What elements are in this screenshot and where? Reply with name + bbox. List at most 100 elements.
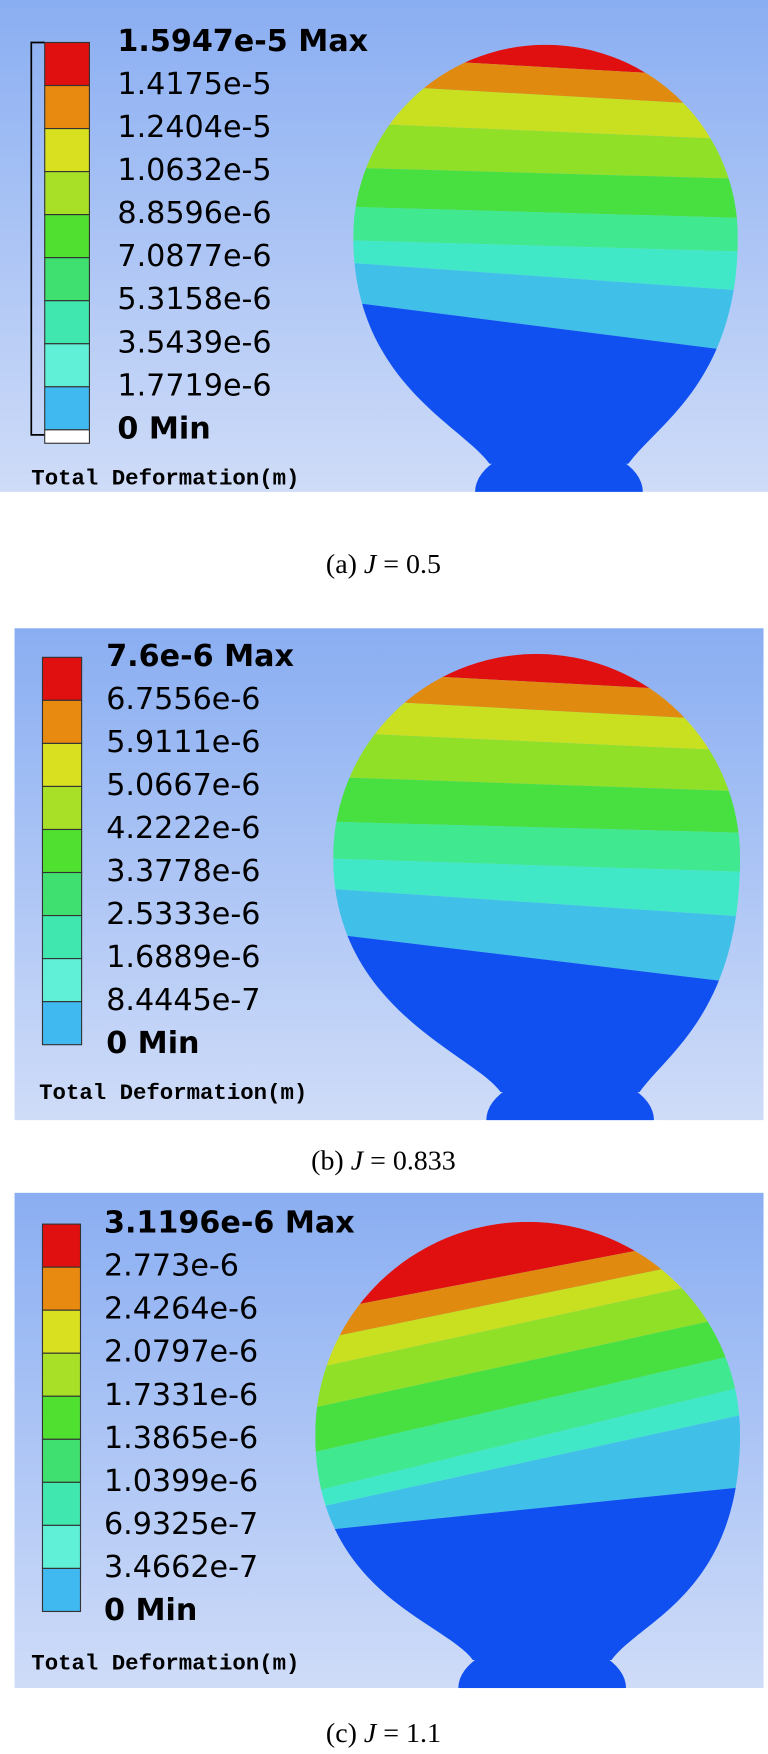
caption-space xyxy=(344,1146,351,1177)
legend-label: 3.3778e-6 xyxy=(106,854,260,889)
panel: 7.6e-6 Max 6.7556e-6 5.9111e-6 5.0667e-6 4.2… xyxy=(14,628,764,1171)
legend-swatch xyxy=(44,84,90,130)
hub-cut xyxy=(452,1688,632,1739)
legend-label: 8.4445e-7 xyxy=(106,983,260,1018)
legend-swatch xyxy=(41,915,83,960)
caption: (c) J = 1.1 xyxy=(326,1719,441,1750)
legend-swatch xyxy=(41,958,83,1003)
contour-band xyxy=(353,83,738,140)
blade xyxy=(315,1221,741,1661)
contour-band xyxy=(315,1274,741,1409)
panel: 1.5947e-5 Max 1.4175e-5 1.2404e-5 1.0632e-5… xyxy=(0,0,768,543)
contour-band xyxy=(315,1229,741,1342)
caption-space xyxy=(357,1719,364,1750)
legend-swatch xyxy=(41,1352,82,1397)
legend-label: 6.9325e-7 xyxy=(104,1507,258,1542)
contour-band xyxy=(333,858,741,917)
legend-title: Total Deformation(m) xyxy=(31,465,299,491)
contour-band xyxy=(333,698,741,752)
legend-label: 0 Min xyxy=(104,1593,197,1628)
legend-swatch xyxy=(41,1567,82,1613)
contour-band xyxy=(315,1313,741,1454)
legend-label: 3.1196e-6 Max xyxy=(104,1206,355,1241)
legend-swatch xyxy=(41,656,83,701)
legend-label: 1.6889e-6 xyxy=(106,940,260,975)
legend-swatch xyxy=(41,742,83,788)
contour-band xyxy=(333,670,741,722)
legend-label: 7.0877e-6 xyxy=(117,239,271,274)
legend-swatch xyxy=(41,828,83,874)
legend-swatch xyxy=(44,257,90,302)
legend-label: 1.7331e-6 xyxy=(104,1378,258,1413)
caption-value: = 1.1 xyxy=(383,1719,441,1750)
caption-value: = 0.833 xyxy=(370,1146,456,1177)
contour-band xyxy=(315,1252,741,1370)
legend-swatch xyxy=(44,429,90,444)
legend-swatch xyxy=(41,1001,83,1046)
hub-cut xyxy=(469,491,649,543)
legend-label: 5.9111e-6 xyxy=(106,725,260,760)
contour-band xyxy=(315,1386,741,1510)
legend-label: 2.773e-6 xyxy=(104,1249,239,1284)
legend-label: 4.2222e-6 xyxy=(106,811,260,846)
legend-swatch xyxy=(41,1266,82,1311)
contour-band xyxy=(315,1414,741,1532)
contour-band xyxy=(315,1352,741,1493)
legend-label: 1.2404e-5 xyxy=(117,110,271,145)
legend-swatch xyxy=(44,343,90,388)
legend-label: 1.3865e-6 xyxy=(104,1421,258,1456)
legend-label: 1.5947e-5 Max xyxy=(117,24,368,59)
legend-swatch xyxy=(44,386,90,431)
contour-band xyxy=(333,888,741,984)
caption-space xyxy=(363,1146,370,1177)
legend-swatch xyxy=(41,1395,82,1440)
legend-bracket xyxy=(30,41,45,436)
contour-band xyxy=(333,776,741,833)
legend-swatch xyxy=(41,871,83,917)
contour-band xyxy=(353,240,738,291)
legend-label: 1.0399e-6 xyxy=(104,1464,258,1499)
legend-title: Total Deformation(m) xyxy=(39,1080,307,1106)
legend-title: Total Deformation(m) xyxy=(31,1650,299,1676)
hub-cut xyxy=(480,1120,660,1171)
legend-swatch xyxy=(41,1223,82,1268)
legend-swatch xyxy=(41,1481,82,1526)
legend-label: 7.6e-6 Max xyxy=(106,639,294,674)
caption-symbol: J xyxy=(364,549,378,580)
contour-band xyxy=(353,122,738,179)
legend-label: 2.4264e-6 xyxy=(104,1292,258,1327)
legend-swatch xyxy=(44,214,90,259)
legend-label: 6.7556e-6 xyxy=(106,682,260,717)
contour-band xyxy=(353,262,738,353)
caption-label: (a) xyxy=(326,549,357,580)
legend-swatch xyxy=(44,41,90,87)
legend-label: 2.5333e-6 xyxy=(106,897,260,932)
caption-space xyxy=(376,549,383,580)
caption: (a) J = 0.5 xyxy=(326,549,441,580)
legend-label: 1.4175e-5 xyxy=(117,67,271,102)
contour-band xyxy=(333,821,741,872)
legend-label: 8.8596e-6 xyxy=(117,196,271,231)
legend-label: 1.0632e-5 xyxy=(117,153,271,188)
legend-swatch xyxy=(41,1524,82,1569)
legend-swatch xyxy=(44,300,90,345)
legend-swatch xyxy=(41,785,83,831)
caption-symbol: J xyxy=(364,1719,378,1750)
legend-label: 1.7719e-6 xyxy=(117,368,271,403)
legend-label: 3.5439e-6 xyxy=(117,325,271,360)
caption-value: = 0.5 xyxy=(383,549,441,580)
legend-label: 0 Min xyxy=(106,1026,199,1061)
caption-label: (b) xyxy=(311,1146,344,1177)
contour-band xyxy=(353,206,738,252)
legend-swatch xyxy=(41,1309,82,1354)
legend-label: 3.4662e-7 xyxy=(104,1550,258,1585)
caption-label: (c) xyxy=(326,1719,357,1750)
caption-space xyxy=(376,1719,383,1750)
caption: (b) J = 0.833 xyxy=(311,1146,456,1177)
caption-space xyxy=(357,549,364,580)
legend-label: 2.0797e-6 xyxy=(104,1335,258,1370)
caption-symbol: J xyxy=(351,1146,365,1177)
legend-swatch xyxy=(41,1438,82,1483)
